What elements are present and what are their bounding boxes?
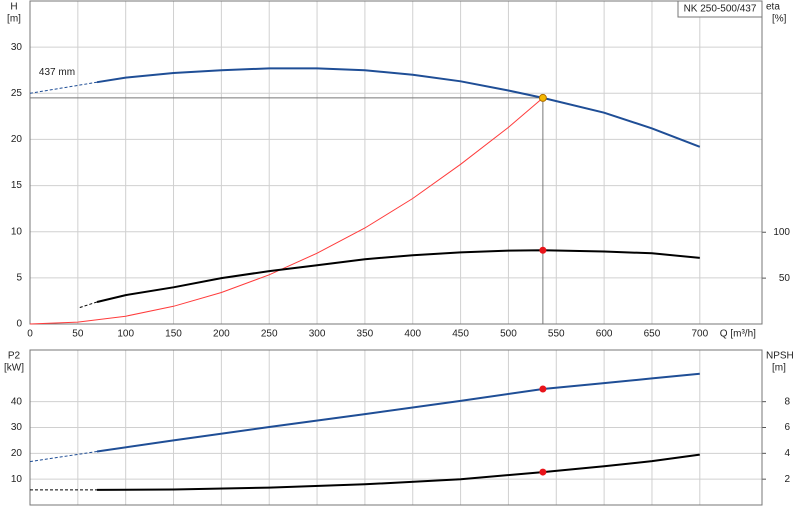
- y-tick-label: 30: [11, 422, 23, 433]
- x-tick-label: 400: [404, 329, 421, 340]
- curve: [29, 451, 98, 463]
- y-tick-label: 0: [16, 319, 22, 330]
- x-tick-label: 50: [72, 329, 84, 340]
- y2-axis-unit: [m]: [772, 363, 786, 374]
- operating-point: [539, 468, 547, 476]
- plot-frame: [29, 349, 763, 506]
- x-tick-label: 700: [691, 329, 708, 340]
- y2-axis-unit: [%]: [772, 14, 787, 25]
- title-box: [677, 0, 763, 18]
- curve: [29, 81, 98, 94]
- x-tick-label: 250: [261, 329, 278, 340]
- y-tick-label: 10: [11, 474, 23, 485]
- plot-frame: [29, 0, 763, 325]
- y-tick-label: 25: [11, 88, 23, 99]
- y-tick-label: 40: [11, 396, 23, 407]
- y-axis-unit: [kW]: [4, 363, 24, 374]
- curve: [96, 453, 700, 491]
- y2-tick-label: 4: [784, 448, 790, 459]
- curve: [79, 301, 98, 308]
- y-tick-label: 5: [16, 272, 22, 283]
- x-tick-label: 200: [213, 329, 230, 340]
- x-tick-label: 0: [27, 329, 33, 340]
- x-tick-label: 650: [644, 329, 661, 340]
- y2-tick-label: 50: [779, 273, 791, 284]
- curve: [96, 67, 701, 148]
- y2-axis-label: eta: [766, 2, 780, 13]
- y-tick-label: 20: [11, 448, 23, 459]
- x-tick-label: 500: [500, 329, 517, 340]
- x-axis-label: Q [m³/h]: [720, 329, 756, 340]
- y-tick-label: 10: [11, 226, 23, 237]
- x-tick-label: 300: [309, 329, 326, 340]
- y-tick-label: 15: [11, 180, 23, 191]
- y2-tick-label: 100: [773, 227, 790, 238]
- y-axis-label: P2: [8, 351, 21, 362]
- y-tick-label: 20: [11, 134, 23, 145]
- chart-title: NK 250-500/437: [684, 4, 757, 15]
- y2-tick-label: 8: [784, 396, 790, 407]
- curve: [29, 97, 544, 325]
- x-tick-label: 100: [117, 329, 134, 340]
- operating-point: [539, 385, 547, 393]
- x-tick-label: 350: [357, 329, 374, 340]
- curve: [96, 372, 700, 453]
- y2-tick-label: 6: [784, 422, 790, 433]
- operating-point: [538, 93, 547, 102]
- curve-label: 437 mm: [39, 67, 75, 78]
- x-tick-label: 450: [452, 329, 469, 340]
- y-axis-label: H: [10, 2, 17, 13]
- y-axis-unit: [m]: [7, 14, 21, 25]
- operating-point: [539, 246, 547, 254]
- y-tick-label: 30: [11, 42, 23, 53]
- x-tick-label: 600: [596, 329, 613, 340]
- curve: [96, 249, 700, 303]
- x-tick-label: 150: [165, 329, 182, 340]
- y2-axis-label: NPSH: [766, 351, 794, 362]
- x-tick-label: 550: [548, 329, 565, 340]
- y2-tick-label: 2: [784, 474, 790, 485]
